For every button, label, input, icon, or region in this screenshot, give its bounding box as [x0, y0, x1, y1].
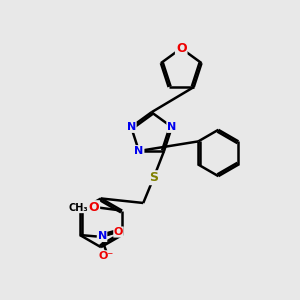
Text: S: S: [149, 171, 158, 184]
Text: N: N: [98, 232, 107, 242]
Text: O⁻: O⁻: [99, 251, 114, 261]
Text: N: N: [167, 122, 176, 132]
Text: N: N: [127, 122, 136, 132]
Text: CH₃: CH₃: [69, 203, 88, 213]
Text: O: O: [176, 42, 187, 55]
Text: O: O: [114, 227, 123, 237]
Text: O: O: [88, 201, 99, 214]
Text: N: N: [134, 146, 143, 156]
